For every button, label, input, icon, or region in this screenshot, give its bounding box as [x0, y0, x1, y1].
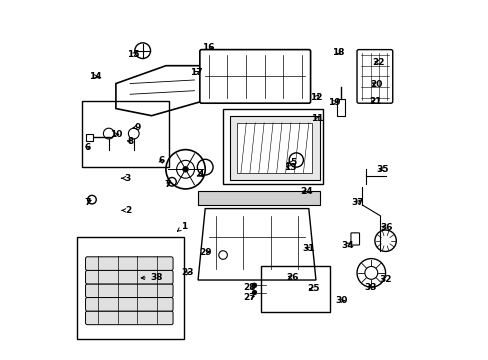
Text: 37: 37 [351, 198, 364, 207]
Text: 14: 14 [89, 72, 102, 81]
Text: 21: 21 [369, 97, 382, 106]
Bar [77, 237, 183, 339]
FancyBboxPatch shape [85, 257, 173, 270]
Text: 26: 26 [286, 273, 298, 282]
Text: 22: 22 [371, 58, 384, 67]
Text: 18: 18 [331, 48, 344, 57]
Bar [223, 109, 323, 184]
Circle shape [183, 166, 188, 172]
FancyBboxPatch shape [350, 233, 359, 245]
Text: 4: 4 [197, 170, 203, 179]
Text: 31: 31 [302, 244, 314, 253]
Text: 1: 1 [177, 222, 186, 231]
Bar [260, 266, 329, 312]
Text: 33: 33 [363, 283, 376, 292]
FancyBboxPatch shape [85, 270, 173, 284]
Text: 25: 25 [306, 284, 319, 293]
Text: 17: 17 [189, 68, 202, 77]
FancyBboxPatch shape [200, 50, 310, 103]
Text: 24: 24 [300, 187, 313, 196]
Text: 35: 35 [376, 165, 388, 174]
Text: 3: 3 [121, 174, 130, 183]
Text: 6: 6 [84, 143, 90, 152]
FancyBboxPatch shape [85, 284, 173, 297]
Text: 11: 11 [311, 114, 324, 123]
Text: 27: 27 [243, 293, 256, 302]
Bar [337, 99, 345, 116]
Text: 9: 9 [133, 123, 140, 132]
Text: 20: 20 [369, 80, 381, 89]
Text: 7: 7 [164, 180, 170, 189]
Text: 28: 28 [243, 283, 256, 292]
Text: 32: 32 [379, 275, 391, 284]
Text: 6: 6 [158, 156, 164, 165]
Text: 7: 7 [84, 198, 91, 207]
Bar [230, 116, 319, 180]
Text: 15: 15 [127, 50, 140, 59]
Bar [237, 123, 312, 173]
FancyBboxPatch shape [85, 297, 173, 311]
Text: 8: 8 [127, 137, 134, 146]
Text: 19: 19 [327, 98, 340, 107]
Text: 30: 30 [335, 296, 347, 305]
Text: 12: 12 [309, 93, 322, 102]
Text: 10: 10 [109, 130, 122, 139]
Circle shape [251, 283, 257, 288]
Text: 34: 34 [340, 240, 353, 249]
Text: 23: 23 [181, 268, 193, 277]
Bar [82, 102, 169, 167]
FancyBboxPatch shape [85, 311, 173, 325]
FancyBboxPatch shape [356, 50, 392, 103]
Text: 38: 38 [141, 273, 163, 282]
Text: 36: 36 [379, 222, 392, 231]
Text: 13: 13 [284, 163, 296, 172]
Text: 16: 16 [202, 43, 215, 52]
Circle shape [251, 290, 257, 295]
Text: 29: 29 [199, 248, 211, 257]
Bar [85, 134, 93, 141]
Text: 2: 2 [122, 206, 131, 215]
Text: 5: 5 [287, 158, 296, 167]
Bar [198, 191, 319, 205]
